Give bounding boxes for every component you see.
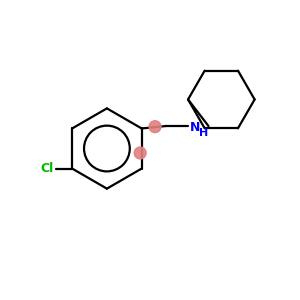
Text: H: H (199, 128, 208, 138)
Circle shape (134, 147, 146, 159)
Text: N: N (190, 121, 200, 134)
Circle shape (149, 121, 161, 133)
Text: Cl: Cl (40, 162, 53, 175)
